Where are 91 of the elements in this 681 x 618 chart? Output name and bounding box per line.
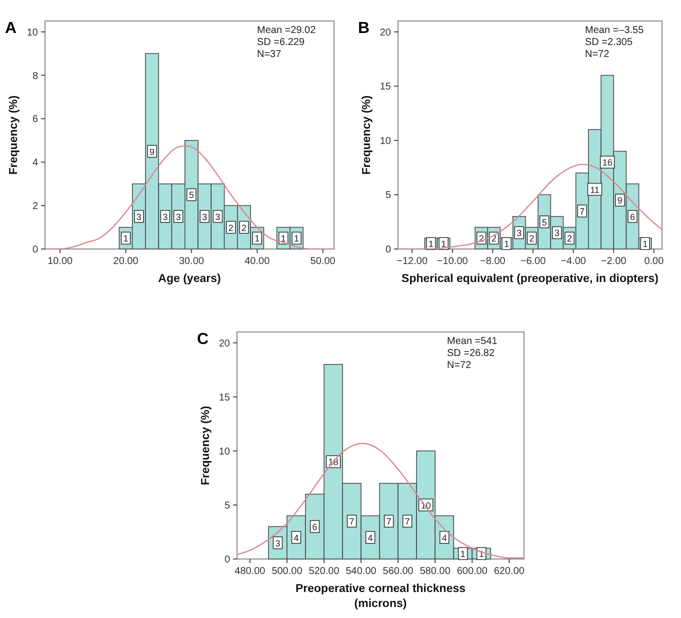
y-tick-label: 15 [380,82,392,93]
y-axis-title: Frequency (%) [200,406,212,486]
x-tick-label: 0.00 [644,256,664,267]
data-label: 1 [460,549,466,560]
x-tick-label: 500.00 [272,566,303,577]
annotation: SD =2.305 [585,37,633,48]
y-tick-label: 10 [380,136,392,147]
data-label: 1 [280,234,286,244]
data-label: 3 [275,538,280,548]
x-axis-title: Age (years) [158,273,221,285]
x-tick-label: 580.00 [420,566,451,577]
x-tick-label: 50.00 [310,256,336,267]
annotation: SD =6.229 [257,37,305,48]
data-label: 16 [602,158,612,168]
y-tick-label: 6 [32,114,38,126]
x-tick-label: 520.00 [308,566,340,577]
x-tick-label: 30.00 [178,256,204,267]
line-series [46,145,334,249]
y-tick-label: 5 [385,190,392,202]
data-label: 3 [215,212,220,222]
data-label: 1 [294,234,300,244]
x-axis-title: Preoperative corneal thickness (microns) [295,583,466,610]
data-label: 3 [136,212,142,222]
data-label: 7 [404,516,410,527]
x-tick-label: 540.00 [346,566,377,577]
chart-title: A [5,20,17,37]
y-tick-label: 2 [32,201,38,212]
x-tick-label: 480.00 [234,566,266,577]
annotation: SD =26.82 [447,348,495,359]
data-label: 4 [442,532,447,543]
annotation: Mean =29.02 [257,25,316,36]
y-tick-label: 5 [224,500,230,512]
data-label: 4 [368,532,373,543]
y-tick-label: 8 [32,70,38,82]
data-label: 6 [312,522,318,532]
x-tick-label: 620.00 [494,566,525,577]
x-tick-label: −6.00 [520,256,546,267]
y-tick-label: 15 [218,392,230,404]
data-label: 1 [504,239,510,250]
data-label: 7 [580,206,585,216]
data-label: 1 [642,239,648,250]
data-label: 1 [123,234,128,244]
x-axis-title: Spherical equivalent (preoperative, in diopters) [402,273,659,285]
data-label: 3 [162,212,168,222]
x-tick-label: −2.00 [600,256,627,267]
x-tick-label: 600.00 [456,566,488,577]
data-label: 5 [542,217,547,228]
annotation: Mean =–3.55 [585,25,644,36]
data-label: 2 [567,234,572,244]
x-tick-label: 560.00 [382,566,414,577]
data-label: 3 [176,212,181,222]
data-label: 11 [590,184,600,195]
x-tick-label: 40.00 [244,256,270,267]
x-tick-label: −4.00 [560,256,586,267]
y-tick-label: 20 [380,27,392,38]
chart-title: C [197,331,209,348]
annotation: N=72 [447,360,472,371]
y-tick-label: 0 [385,244,392,256]
x-tick-label: 10.00 [48,256,74,267]
data-label: 2 [242,222,247,233]
x-tick-label: 20.00 [113,256,139,267]
x-tick-label: −10.00 [436,256,468,267]
data-label: 5 [188,190,194,200]
y-tick-label: 10 [26,27,38,38]
data-label: 3 [202,212,208,222]
data-label: 7 [349,516,354,527]
chart-title: B [358,20,370,37]
annotation: N=72 [585,49,610,60]
data-label: 9 [150,146,155,157]
data-label: 3 [554,228,560,238]
x-tick-label: −12.00 [396,256,428,267]
data-label: 9 [617,196,622,206]
data-label: 1 [441,239,446,250]
x-tick-label: −8.00 [480,256,506,267]
y-tick-label: 20 [218,338,230,350]
data-label: 1 [428,239,434,250]
y-axis-title: Frequency (%) [8,95,20,175]
data-label: 1 [254,234,260,244]
data-label: 3 [516,228,522,238]
data-label: 4 [294,532,299,543]
y-tick-label: 10 [218,446,230,458]
y-axis-title: Frequency (%) [361,95,373,175]
y-tick-label: 0 [224,554,230,566]
data-label: 2 [529,234,534,244]
line-series [237,442,524,559]
y-tick-label: 4 [32,158,38,169]
y-tick-label: 0 [32,244,38,256]
data-label: 6 [630,212,636,222]
annotation: N=37 [257,49,282,60]
annotation: Mean =541 [447,336,498,347]
data-label: 7 [386,516,392,527]
